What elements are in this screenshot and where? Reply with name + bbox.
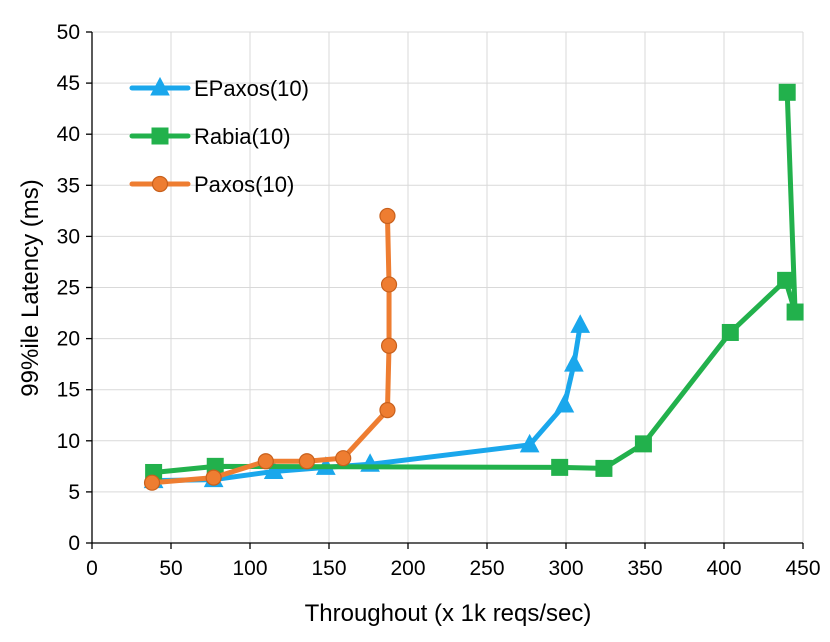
axes: 0 50 100 150 200 250 300 350 400 450 0 5 10 15 20 25 30 3… [57, 21, 821, 580]
data-point [205, 469, 222, 486]
x-tick-label: 50 [159, 557, 182, 580]
data-point [380, 337, 398, 354]
data-point [786, 303, 804, 321]
data-point [570, 314, 591, 333]
y-tick-label: 35 [57, 174, 80, 197]
y-tick-label: 10 [57, 430, 80, 453]
x-tick-label: 300 [548, 557, 583, 580]
data-point [778, 83, 796, 101]
legend-marker [151, 127, 169, 145]
y-tick-label: 40 [57, 123, 80, 146]
data-point [335, 450, 352, 467]
data-point [379, 207, 396, 225]
data-point [564, 353, 584, 372]
legend-marker [151, 175, 169, 193]
y-tick-label: 45 [57, 72, 80, 95]
data-point [721, 323, 739, 341]
y-tick-label: 0 [68, 532, 80, 555]
data-point [551, 458, 569, 476]
legend-item: Paxos(10) [129, 172, 294, 197]
y-axis-title: 99%ile Latency (ms) [17, 179, 44, 396]
x-tick-label: 450 [785, 557, 820, 580]
legend-item: EPaxos(10) [129, 76, 309, 101]
y-tick-label: 15 [57, 379, 80, 402]
data-point [595, 459, 613, 477]
legend-item: Rabia(10) [129, 124, 291, 149]
x-tick-label: 150 [311, 557, 346, 580]
data-point [143, 474, 161, 491]
data-point [257, 453, 274, 470]
legend-marker [150, 76, 170, 96]
data-point [298, 453, 315, 470]
x-tick-label: 250 [469, 557, 504, 580]
data-point [263, 460, 284, 479]
data-point [634, 435, 652, 453]
plot-series [143, 83, 804, 491]
y-tick-label: 20 [57, 328, 80, 351]
legend-label: Rabia(10) [194, 124, 291, 149]
y-tick-label: 50 [57, 21, 80, 44]
legend-label: EPaxos(10) [194, 76, 309, 101]
y-tick-label: 25 [57, 277, 80, 300]
x-tick-label: 100 [232, 557, 267, 580]
legend: EPaxos(10) Rabia(10) Paxos(10) [129, 76, 309, 197]
series-paxos-10 [143, 207, 398, 491]
series-rabia-10 [145, 83, 804, 481]
x-tick-label: 200 [390, 557, 425, 580]
series-line [149, 213, 392, 486]
series-line [151, 322, 583, 484]
y-tick-label: 5 [68, 481, 80, 504]
y-tick-label: 30 [57, 225, 80, 248]
x-tick-label: 350 [627, 557, 662, 580]
x-tick-label: 400 [706, 557, 741, 580]
data-point [519, 433, 540, 453]
data-point [379, 402, 396, 419]
legend-label: Paxos(10) [194, 172, 294, 197]
x-axis-title: Throughout (x 1k reqs/sec) [305, 600, 592, 627]
data-point [554, 393, 575, 413]
x-tick-label: 0 [86, 557, 98, 580]
data-point [777, 271, 795, 289]
data-point [380, 276, 398, 293]
